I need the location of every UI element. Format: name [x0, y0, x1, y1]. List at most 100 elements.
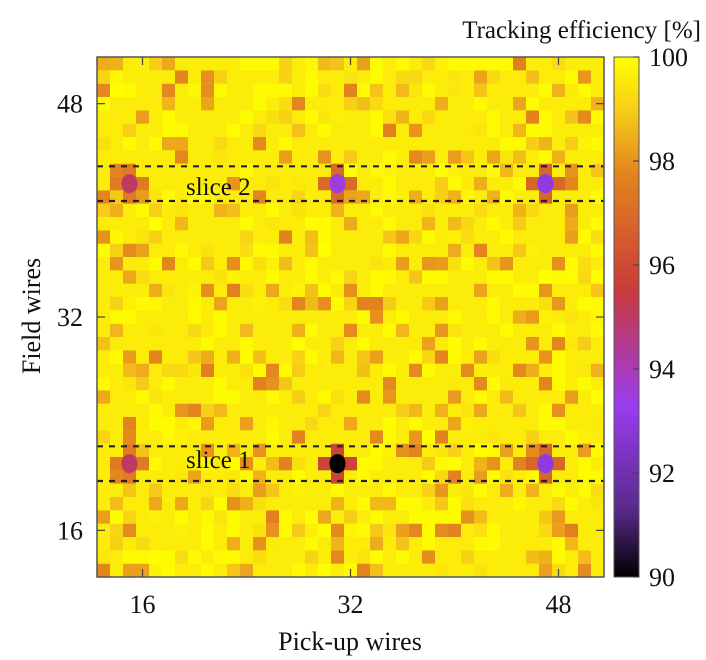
heatmap-cell [292, 390, 305, 404]
heatmap-cell [292, 350, 305, 364]
heatmap-cell [565, 283, 578, 297]
heatmap-cell [227, 243, 240, 257]
heatmap-cell [188, 563, 201, 577]
heatmap-cell [474, 217, 487, 231]
heatmap-cell [448, 337, 461, 351]
heatmap-cell [305, 137, 318, 151]
heatmap-cell [110, 97, 123, 111]
heatmap-cell [188, 270, 201, 284]
heatmap-cell [409, 97, 422, 111]
heatmap-cell [461, 457, 474, 471]
heatmap-cell [513, 283, 526, 297]
heatmap-cell [578, 137, 591, 151]
heatmap-cell [253, 390, 266, 404]
heatmap-cell [578, 57, 591, 71]
heatmap-cell [448, 377, 461, 391]
heatmap-cell [487, 283, 500, 297]
heatmap-cell [318, 563, 331, 577]
heatmap-cell [448, 417, 461, 431]
heatmap-cell [331, 97, 344, 111]
heatmap-cell [539, 150, 552, 164]
heatmap-cell [526, 177, 539, 191]
heatmap-cell [227, 497, 240, 511]
heatmap-cell [448, 457, 461, 471]
colorbar-tick-label: 92 [649, 459, 675, 488]
colorbar-ticks: 90 92 94 96 98 100 [633, 43, 688, 592]
heatmap-cell [500, 363, 513, 377]
heatmap-cell [110, 177, 123, 191]
heatmap-cell [240, 203, 253, 217]
heatmap-cell [539, 537, 552, 551]
heatmap-cell [279, 70, 292, 84]
heatmap-cell [448, 390, 461, 404]
heatmap-cell [357, 203, 370, 217]
heatmap-cell [279, 350, 292, 364]
heatmap-cell [331, 83, 344, 97]
heatmap-cell [435, 417, 448, 431]
heatmap-cell [227, 563, 240, 577]
heatmap-cell [487, 110, 500, 124]
heatmap-cell [188, 510, 201, 524]
heatmap-cell [565, 377, 578, 391]
heatmap-cell [383, 203, 396, 217]
heatmap-cell [487, 350, 500, 364]
heatmap-cell [266, 403, 279, 417]
heatmap-cell [175, 150, 188, 164]
heatmap-cell [461, 497, 474, 511]
y-tick-label: 16 [57, 516, 83, 545]
heatmap-cell [305, 297, 318, 311]
heatmap-cell [149, 337, 162, 351]
heatmap-cell [565, 523, 578, 537]
heatmap-cell [500, 217, 513, 231]
heatmap-cell [123, 283, 136, 297]
heatmap-cell [591, 217, 604, 231]
heatmap-cell [292, 83, 305, 97]
heatmap-cell [175, 430, 188, 444]
heatmap-cell [526, 417, 539, 431]
heatmap-cell [383, 123, 396, 137]
heatmap-cell [461, 537, 474, 551]
heatmap-cell [448, 563, 461, 577]
hotspot-mark [329, 454, 346, 474]
heatmap-cell [318, 123, 331, 137]
heatmap-cell [136, 150, 149, 164]
heatmap-cell [292, 563, 305, 577]
heatmap-cell [435, 110, 448, 124]
heatmap-cell [474, 243, 487, 257]
heatmap-cell [214, 483, 227, 497]
heatmap-cell [331, 563, 344, 577]
heatmap-cell [383, 97, 396, 111]
heatmap-cell [526, 323, 539, 337]
heatmap-cell [422, 350, 435, 364]
heatmap-cell [552, 83, 565, 97]
heatmap-cell [409, 550, 422, 564]
heatmap-cell [474, 563, 487, 577]
heatmap-cell [149, 150, 162, 164]
heatmap-cell [461, 110, 474, 124]
heatmap-cell [344, 70, 357, 84]
heatmap-cell [136, 123, 149, 137]
heatmap-cell [227, 230, 240, 244]
heatmap-cell [162, 203, 175, 217]
heatmap-cell [500, 510, 513, 524]
heatmap-cell [370, 70, 383, 84]
heatmap-cell [565, 430, 578, 444]
x-tick-label: 48 [546, 590, 572, 619]
heatmap-cell [331, 123, 344, 137]
heatmap-cell [474, 150, 487, 164]
heatmap-cell [162, 83, 175, 97]
heatmap-cell [305, 430, 318, 444]
heatmap-cell [97, 177, 110, 191]
heatmap-cell [500, 150, 513, 164]
heatmap-cell [578, 350, 591, 364]
heatmap-cell [97, 350, 110, 364]
heatmap-cell [136, 137, 149, 151]
heatmap-cell [214, 377, 227, 391]
heatmap-cell [110, 243, 123, 257]
heatmap-cell [383, 483, 396, 497]
heatmap-cell [175, 297, 188, 311]
heatmap-cell [188, 83, 201, 97]
heatmap-cell [292, 363, 305, 377]
heatmap-cell [448, 123, 461, 137]
heatmap-cell [383, 243, 396, 257]
